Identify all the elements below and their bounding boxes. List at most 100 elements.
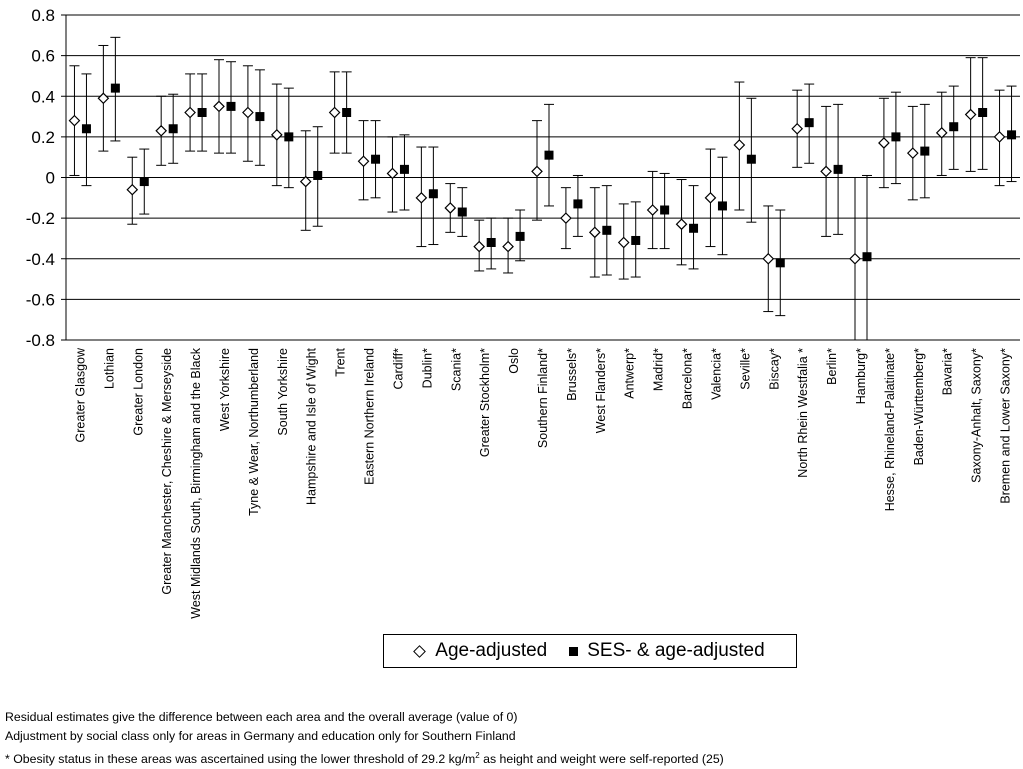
point-age-adjusted	[646, 204, 659, 216]
point-age-adjusted	[299, 175, 312, 188]
point-ses-age-adjusted	[862, 252, 872, 262]
x-axis-labels: Greater Glasgow Lothian Greater London Grea…	[73, 347, 1012, 619]
point-age-adjusted	[820, 165, 832, 178]
footnote-residuals: Residual estimates give the difference b…	[5, 710, 518, 724]
point-age-adjusted	[906, 147, 919, 159]
x-tick-label: Trent	[334, 347, 348, 376]
footnote-obesity-text-end: as height and weight were self-reported …	[479, 752, 724, 767]
point-ses-age-adjusted	[717, 201, 727, 211]
y-axis-ticks: 0.8 0.6 0.4 0.2 0 -0.2 -0.4 -0.6 -0.8	[26, 6, 66, 350]
legend-item-age-adjusted: Age-adjusted	[413, 640, 548, 662]
x-tick-label: Bremen and Lower Saxony*	[999, 348, 1013, 504]
x-tick-label: Biscay*	[767, 348, 781, 390]
point-ses-age-adjusted	[660, 205, 670, 215]
y-tick-label: 0.2	[31, 128, 55, 147]
point-age-adjusted	[386, 167, 399, 180]
footnote-obesity-text: * Obesity status in these areas was asce…	[5, 752, 476, 767]
point-ses-age-adjusted	[428, 189, 438, 199]
x-tick-label: Eastern Northern Ireland	[363, 348, 377, 485]
x-tick-label: South Yorkshire	[276, 348, 290, 436]
point-age-adjusted	[617, 236, 630, 249]
point-age-adjusted	[704, 191, 717, 204]
x-tick-label: Cardiff*	[391, 348, 405, 390]
x-tick-label: Hesse, Rhineland-Palatinate*	[883, 348, 897, 511]
point-age-adjusted	[473, 240, 486, 253]
x-tick-label: Lothian	[102, 348, 116, 389]
y-tick-label: -0.2	[26, 209, 55, 228]
point-age-adjusted	[213, 100, 225, 113]
series-ses-age-adjusted	[81, 36, 1017, 341]
legend-item-ses-age-adjusted: SES- & age-adjusted	[569, 640, 765, 662]
gridlines	[66, 14, 1020, 341]
point-ses-age-adjusted	[631, 235, 641, 245]
x-tick-label: West Midlands South, Birmingham and the …	[189, 347, 203, 618]
y-tick-label: 0.4	[31, 87, 55, 106]
legend-label-ses-age-adjusted: SES- & age-adjusted	[587, 640, 765, 661]
point-ses-age-adjusted	[197, 108, 207, 117]
point-age-adjusted	[415, 191, 428, 204]
point-ses-age-adjusted	[168, 124, 178, 134]
point-ses-age-adjusted	[284, 132, 294, 142]
point-age-adjusted	[357, 155, 370, 168]
point-age-adjusted	[328, 106, 341, 119]
point-age-adjusted	[964, 108, 977, 121]
point-ses-age-adjusted	[775, 258, 785, 268]
point-ses-age-adjusted	[1007, 130, 1017, 140]
data-marks	[68, 36, 1017, 341]
x-tick-label: Oslo	[507, 348, 521, 374]
point-ses-age-adjusted	[920, 146, 930, 156]
x-tick-label: Greater Stockholm*	[478, 348, 492, 457]
point-age-adjusted	[675, 218, 688, 231]
x-tick-label: Brussels*	[565, 348, 579, 401]
footnote-adjustment: Adjustment by social class only for area…	[5, 729, 516, 743]
point-ses-age-adjusted	[689, 223, 699, 233]
point-ses-age-adjusted	[486, 238, 496, 247]
point-age-adjusted	[878, 137, 890, 149]
point-age-adjusted	[155, 124, 168, 137]
point-age-adjusted	[68, 114, 81, 127]
x-tick-label: Barcelona*	[681, 348, 695, 409]
x-tick-label: Greater Manchester, Cheshire & Merseysid…	[160, 348, 174, 595]
point-age-adjusted	[270, 128, 283, 141]
point-ses-age-adjusted	[891, 132, 901, 142]
point-age-adjusted	[531, 165, 543, 178]
x-tick-label: Seville*	[738, 348, 752, 390]
point-age-adjusted	[993, 131, 1006, 143]
footnote-obesity-threshold: * Obesity status in these areas was asce…	[5, 746, 724, 769]
point-ses-age-adjusted	[833, 164, 843, 174]
point-age-adjusted	[502, 240, 514, 253]
point-ses-age-adjusted	[313, 170, 323, 180]
point-ses-age-adjusted	[226, 101, 236, 111]
point-age-adjusted	[791, 122, 804, 135]
point-age-adjusted	[849, 252, 861, 265]
point-age-adjusted	[935, 126, 948, 139]
series-age-adjusted	[68, 44, 1006, 341]
x-tick-label: Baden-Württemberg*	[912, 348, 926, 466]
confidence-interval-chart: 0.8 0.6 0.4 0.2 0 -0.2 -0.4 -0.6 -0.8 Greater Gl…	[26, 6, 1020, 619]
x-tick-label: Bavaria*	[941, 348, 955, 395]
x-tick-label: Tyne & Wear, Northumberland	[247, 348, 261, 516]
y-tick-label: -0.8	[26, 331, 55, 350]
point-age-adjusted	[588, 226, 601, 239]
point-ses-age-adjusted	[949, 122, 959, 132]
point-age-adjusted	[444, 202, 457, 214]
point-age-adjusted	[560, 212, 572, 224]
point-ses-age-adjusted	[515, 231, 525, 241]
y-tick-label: -0.6	[26, 290, 55, 309]
point-ses-age-adjusted	[746, 154, 756, 164]
x-tick-label: Hampshire and Isle of Wight	[305, 347, 319, 505]
y-tick-label: 0.6	[31, 47, 55, 66]
y-tick-label: -0.4	[26, 250, 55, 269]
point-ses-age-adjusted	[81, 124, 91, 134]
point-ses-age-adjusted	[804, 118, 814, 128]
point-ses-age-adjusted	[573, 199, 583, 209]
x-tick-label: Hamburg*	[854, 348, 868, 404]
x-tick-label: North Rhein Westfalia *	[796, 348, 810, 478]
point-age-adjusted	[733, 139, 746, 151]
x-tick-label: Saxony-Anhalt, Saxony*	[970, 348, 984, 483]
footnotes: Residual estimates give the difference b…	[5, 708, 724, 769]
point-age-adjusted	[97, 92, 110, 105]
point-age-adjusted	[762, 252, 775, 265]
legend-label-age-adjusted: Age-adjusted	[435, 640, 548, 661]
footnote-superscript: 2	[475, 751, 480, 760]
